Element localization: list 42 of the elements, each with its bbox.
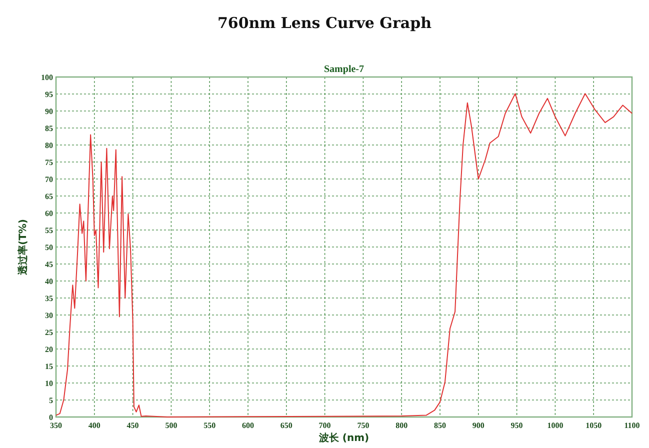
y-axis-title: 透过率(T%) [17,219,29,276]
y-tick-label: 75 [45,158,53,167]
y-tick-label: 55 [45,226,53,235]
y-tick-label: 5 [49,396,53,405]
x-tick-label: 1050 [586,421,602,430]
x-tick-label: 650 [280,421,292,430]
x-tick-label: 700 [318,421,331,430]
y-tick-label: 30 [45,311,53,320]
y-tick-label: 15 [45,362,53,371]
x-tick-label: 350 [50,421,62,430]
x-tick-label: 1000 [547,421,564,430]
x-tick-label: 500 [165,421,178,430]
chart-title: 760nm Lens Curve Graph [217,14,432,32]
y-tick-label: 95 [45,90,53,99]
y-tick-label: 35 [45,294,53,303]
y-tick-label: 100 [41,73,53,82]
x-tick-label: 800 [396,421,408,430]
x-tick-label: 900 [472,421,484,430]
y-tick-label: 70 [45,175,53,184]
y-tick-label: 0 [49,413,53,422]
x-axis-title: 波长 (nm) [318,432,370,444]
x-tick-label: 850 [434,421,446,430]
y-tick-label: 65 [45,192,53,201]
chart-subtitle: Sample-7 [324,64,364,75]
y-tick-label: 90 [45,107,53,116]
x-tick-label: 750 [357,421,370,430]
x-tick-label: 1100 [624,421,640,430]
x-tick-label: 950 [510,421,523,430]
line-series [56,93,632,418]
y-tick-label: 50 [45,243,53,252]
x-tick-label: 450 [126,421,139,430]
y-tick-label: 60 [45,209,53,218]
y-tick-label: 40 [45,277,53,286]
y-tick-label: 25 [45,328,53,337]
x-tick-label: 400 [88,421,100,430]
y-tick-label: 80 [45,141,53,150]
y-tick-label: 85 [45,124,53,133]
y-tick-label: 10 [45,379,53,388]
y-tick-label: 45 [45,260,53,269]
x-tick-label: 600 [242,421,254,430]
y-tick-label: 20 [45,345,53,354]
x-tick-label: 550 [204,421,216,430]
